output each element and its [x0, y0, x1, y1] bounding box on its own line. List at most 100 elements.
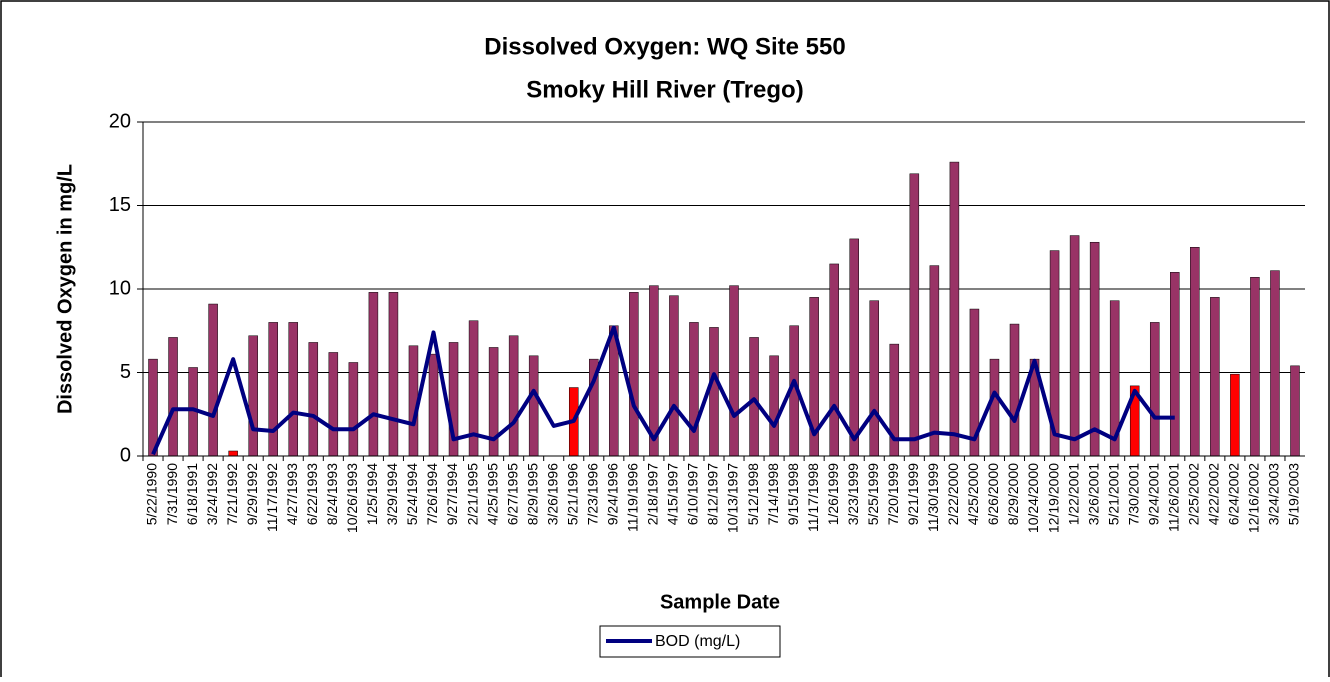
bar — [669, 295, 679, 457]
bar — [1230, 373, 1240, 457]
x-tick-label: 6/18/1991 — [184, 463, 200, 525]
bar — [829, 263, 839, 457]
x-tick-label: 7/21/1992 — [224, 463, 240, 525]
x-tick-label: 3/29/1994 — [384, 463, 400, 525]
x-tick-label: 4/22/2002 — [1206, 463, 1222, 525]
x-tick-label: 6/27/1995 — [504, 463, 520, 525]
x-tick-label: 5/24/1994 — [404, 463, 420, 525]
x-axis-label: Sample Date — [660, 591, 780, 613]
chart-title: Dissolved Oxygen: WQ Site 550 — [484, 33, 845, 60]
x-tick-label: 4/15/1997 — [665, 463, 681, 525]
bar — [1069, 235, 1080, 457]
bar — [428, 353, 439, 457]
x-tick-label: 10/13/1997 — [725, 463, 741, 533]
x-tick-label: 9/24/2001 — [1145, 463, 1161, 525]
bar — [388, 292, 399, 457]
x-tick-label: 5/21/2001 — [1105, 463, 1121, 525]
x-tick-label: 3/24/2003 — [1266, 463, 1282, 525]
x-tick-label: 7/14/1998 — [765, 463, 781, 525]
bar — [508, 335, 519, 457]
x-tick-label: 1/25/1994 — [364, 463, 380, 525]
y-tick-label: 20 — [109, 110, 131, 132]
bar — [929, 265, 940, 457]
y-tick-label: 0 — [120, 444, 131, 466]
x-tick-label: 3/24/1992 — [204, 463, 220, 525]
bar — [989, 358, 1000, 457]
bar — [1170, 272, 1180, 457]
x-tick-label: 1/26/1999 — [825, 463, 841, 525]
x-tick-label: 12/19/2000 — [1045, 463, 1061, 533]
bar — [168, 337, 178, 457]
x-tick-label: 11/26/2001 — [1165, 463, 1181, 532]
x-tick-label: 11/17/1998 — [805, 463, 821, 532]
x-tick-label: 2/22/2000 — [945, 463, 961, 525]
bar — [869, 300, 880, 457]
x-tick-label: 1/22/2001 — [1065, 463, 1081, 525]
x-tick-label: 12/16/2002 — [1246, 463, 1262, 533]
bar — [1009, 323, 1020, 457]
x-tick-label: 5/12/1998 — [745, 463, 761, 525]
bar — [228, 450, 238, 457]
bar — [749, 337, 759, 457]
bar — [729, 285, 739, 457]
x-tick-label: 6/26/2000 — [985, 463, 1001, 525]
y-tick-label: 5 — [120, 361, 131, 383]
bar — [1089, 241, 1100, 457]
x-tick-label: 9/21/1999 — [905, 463, 921, 525]
chart-subtitle: Smoky Hill River (Trego) — [526, 76, 803, 103]
bar — [1190, 247, 1200, 457]
x-tick-label: 11/30/1999 — [925, 463, 941, 532]
y-axis-label: Dissolved Oxygen in mg/L — [54, 164, 76, 414]
x-tick-label: 7/20/1999 — [885, 463, 901, 525]
bar — [1290, 365, 1300, 457]
x-tick-label: 9/29/1992 — [244, 463, 260, 525]
bar — [148, 358, 158, 457]
bar — [328, 352, 339, 457]
x-tick-label: 8/12/1997 — [705, 463, 721, 525]
line — [151, 325, 1175, 456]
x-tick-label: 9/27/1994 — [444, 463, 460, 525]
bar — [528, 355, 539, 457]
x-tick-label: 6/10/1997 — [685, 463, 701, 525]
x-tick-label: 2/21/1995 — [464, 463, 480, 525]
bar — [629, 292, 639, 457]
bar — [1270, 270, 1280, 457]
x-tick-label: 3/26/2001 — [1085, 463, 1101, 525]
x-tick-label: 9/15/1998 — [785, 463, 801, 525]
x-tick-label: 7/30/2001 — [1125, 463, 1141, 525]
bar — [689, 322, 699, 457]
x-tick-label: 9/24/1996 — [605, 463, 621, 525]
bar — [268, 322, 278, 457]
x-tick-label: 3/26/1996 — [544, 463, 560, 525]
bar — [1149, 322, 1160, 457]
x-tick-label: 7/31/1990 — [164, 463, 180, 525]
x-tick-label: 8/29/2000 — [1005, 463, 1021, 525]
bar — [348, 362, 359, 457]
y-tick-label: 15 — [109, 194, 131, 216]
x-tick-label: 8/24/1993 — [324, 463, 340, 525]
x-tick-label: 2/25/2002 — [1186, 463, 1202, 525]
x-tick-label: 5/22/1990 — [144, 463, 160, 525]
x-tick-label: 10/24/2000 — [1025, 463, 1041, 533]
bar — [308, 342, 319, 457]
x-tick-label: 10/26/1993 — [344, 463, 360, 533]
x-tick-label: 4/25/1995 — [484, 463, 500, 525]
bar — [1210, 297, 1220, 457]
bar — [849, 238, 859, 457]
x-tick-label: 11/19/1996 — [625, 463, 641, 532]
y-tick-label: 10 — [109, 277, 131, 299]
legend-label: BOD (mg/L) — [655, 633, 740, 650]
x-tick-label: 7/23/1996 — [584, 463, 600, 525]
x-tick-label: 5/21/1996 — [564, 463, 580, 525]
bar — [288, 322, 299, 457]
bar — [909, 173, 920, 457]
x-tick-label: 2/18/1997 — [645, 463, 661, 525]
bar — [949, 161, 960, 457]
bar — [709, 327, 719, 457]
bar — [769, 355, 779, 457]
x-tick-label: 8/29/1995 — [524, 463, 540, 525]
x-tick-label: 5/19/2003 — [1286, 463, 1302, 525]
x-tick-label: 7/26/1994 — [424, 463, 440, 525]
